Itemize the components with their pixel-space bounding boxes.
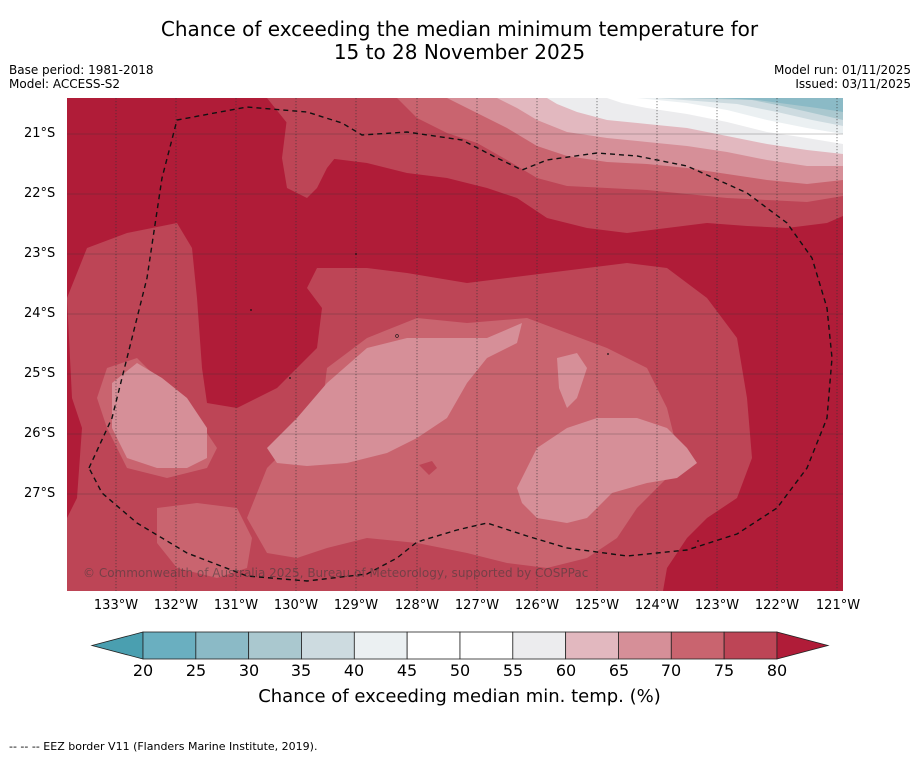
- colorbar-segment: [301, 631, 355, 660]
- island-dot: [395, 334, 399, 338]
- island-dot: [355, 253, 357, 255]
- meta-right: Model run: 01/11/2025 Issued: 03/11/2025: [774, 63, 911, 91]
- lon-label: 128°W: [394, 598, 440, 613]
- lat-label: 24°S: [24, 306, 56, 321]
- region-65-70-west: [112, 363, 207, 468]
- colorbar-segment: [195, 631, 250, 660]
- region-75-80-top-left: [282, 118, 347, 198]
- region-70-75-southwest: [157, 503, 252, 578]
- colorbar-segment: [670, 631, 725, 660]
- island-dot: [697, 540, 699, 542]
- parallels: [67, 133, 843, 495]
- region-65-70-central: [267, 323, 522, 466]
- island-dot: [250, 309, 252, 311]
- lat-label: 22°S: [24, 186, 56, 201]
- lon-label: 133°W: [93, 598, 139, 613]
- lon-label: 130°W: [273, 598, 319, 613]
- lat-label: 26°S: [24, 426, 56, 441]
- copyright-note: © Commonwealth of Australia 2025, Bureau…: [83, 566, 589, 580]
- lat-label: 23°S: [24, 246, 56, 261]
- colorbar-tick: 65: [608, 661, 630, 680]
- title-line-2: 15 to 28 November 2025: [333, 40, 586, 64]
- eez-footnote: -- -- -- EEZ border V11 (Flanders Marine…: [9, 740, 318, 753]
- colorbar-extend-low: [90, 631, 144, 660]
- island-dot: [607, 353, 609, 355]
- colorbar-tick: 45: [396, 661, 418, 680]
- probability-map: [67, 98, 843, 591]
- lon-label: 126°W: [514, 598, 560, 613]
- model-run: Model run: 01/11/2025: [773, 63, 911, 77]
- lon-label: 124°W: [634, 598, 680, 613]
- colorbar-segment: [723, 631, 778, 660]
- colorbar-segment: [406, 631, 461, 660]
- colorbar-segment: [353, 631, 408, 660]
- colorbar-segment: [142, 631, 197, 660]
- colorbar-tick: 70: [660, 661, 682, 680]
- colorbar-tick: 30: [238, 661, 260, 680]
- lon-label: 123°W: [694, 598, 740, 613]
- region-65-70-east: [517, 418, 697, 523]
- colorbar-segment: [459, 631, 514, 660]
- map-panel[interactable]: [67, 98, 843, 591]
- lon-label: 132°W: [153, 598, 199, 613]
- colorbar-tick: 35: [290, 661, 312, 680]
- colorbar-tick: 55: [502, 661, 524, 680]
- colorbar-extend-high: [776, 631, 830, 660]
- eez-border: [88, 106, 833, 582]
- colorbar-tick: 20: [132, 661, 154, 680]
- colorbar-tick: 40: [343, 661, 365, 680]
- region-25-30-north: [717, 98, 843, 112]
- colorbar-tick: 75: [713, 661, 735, 680]
- title-line-1: Chance of exceeding the median minimum t…: [160, 17, 759, 41]
- colorbar-segment: [248, 631, 302, 660]
- region-75-80-speck: [419, 461, 437, 475]
- colorbar-segment: [565, 631, 619, 660]
- lon-label: 122°W: [754, 598, 800, 613]
- lon-label: 127°W: [454, 598, 500, 613]
- colorbar-tick: 60: [555, 661, 577, 680]
- colorbar-segment: [618, 631, 672, 660]
- graticule: [115, 98, 838, 591]
- lon-label: 121°W: [815, 598, 861, 613]
- map-title: Chance of exceeding the median minimum t…: [0, 18, 919, 64]
- meta-left: Base period: 1981-2018 Model: ACCESS-S2: [9, 63, 154, 91]
- lat-label: 21°S: [24, 126, 56, 141]
- colorbar-tick: 80: [766, 661, 788, 680]
- model-name: Model: ACCESS-S2: [9, 77, 121, 91]
- island-dot: [289, 377, 291, 379]
- issued-date: Issued: 03/11/2025: [795, 77, 911, 91]
- lon-label: 125°W: [574, 598, 620, 613]
- colorbar-tick: 50: [449, 661, 471, 680]
- region-65-70-small: [557, 353, 587, 408]
- colorbar-segment: [512, 631, 567, 660]
- lon-label: 131°W: [213, 598, 259, 613]
- colorbar-label: Chance of exceeding median min. temp. (%…: [258, 686, 661, 707]
- lat-label: 25°S: [24, 366, 56, 381]
- lat-label: 27°S: [24, 486, 56, 501]
- lon-label: 129°W: [333, 598, 379, 613]
- base-period: Base period: 1981-2018: [9, 63, 154, 77]
- colorbar-tick: 25: [185, 661, 207, 680]
